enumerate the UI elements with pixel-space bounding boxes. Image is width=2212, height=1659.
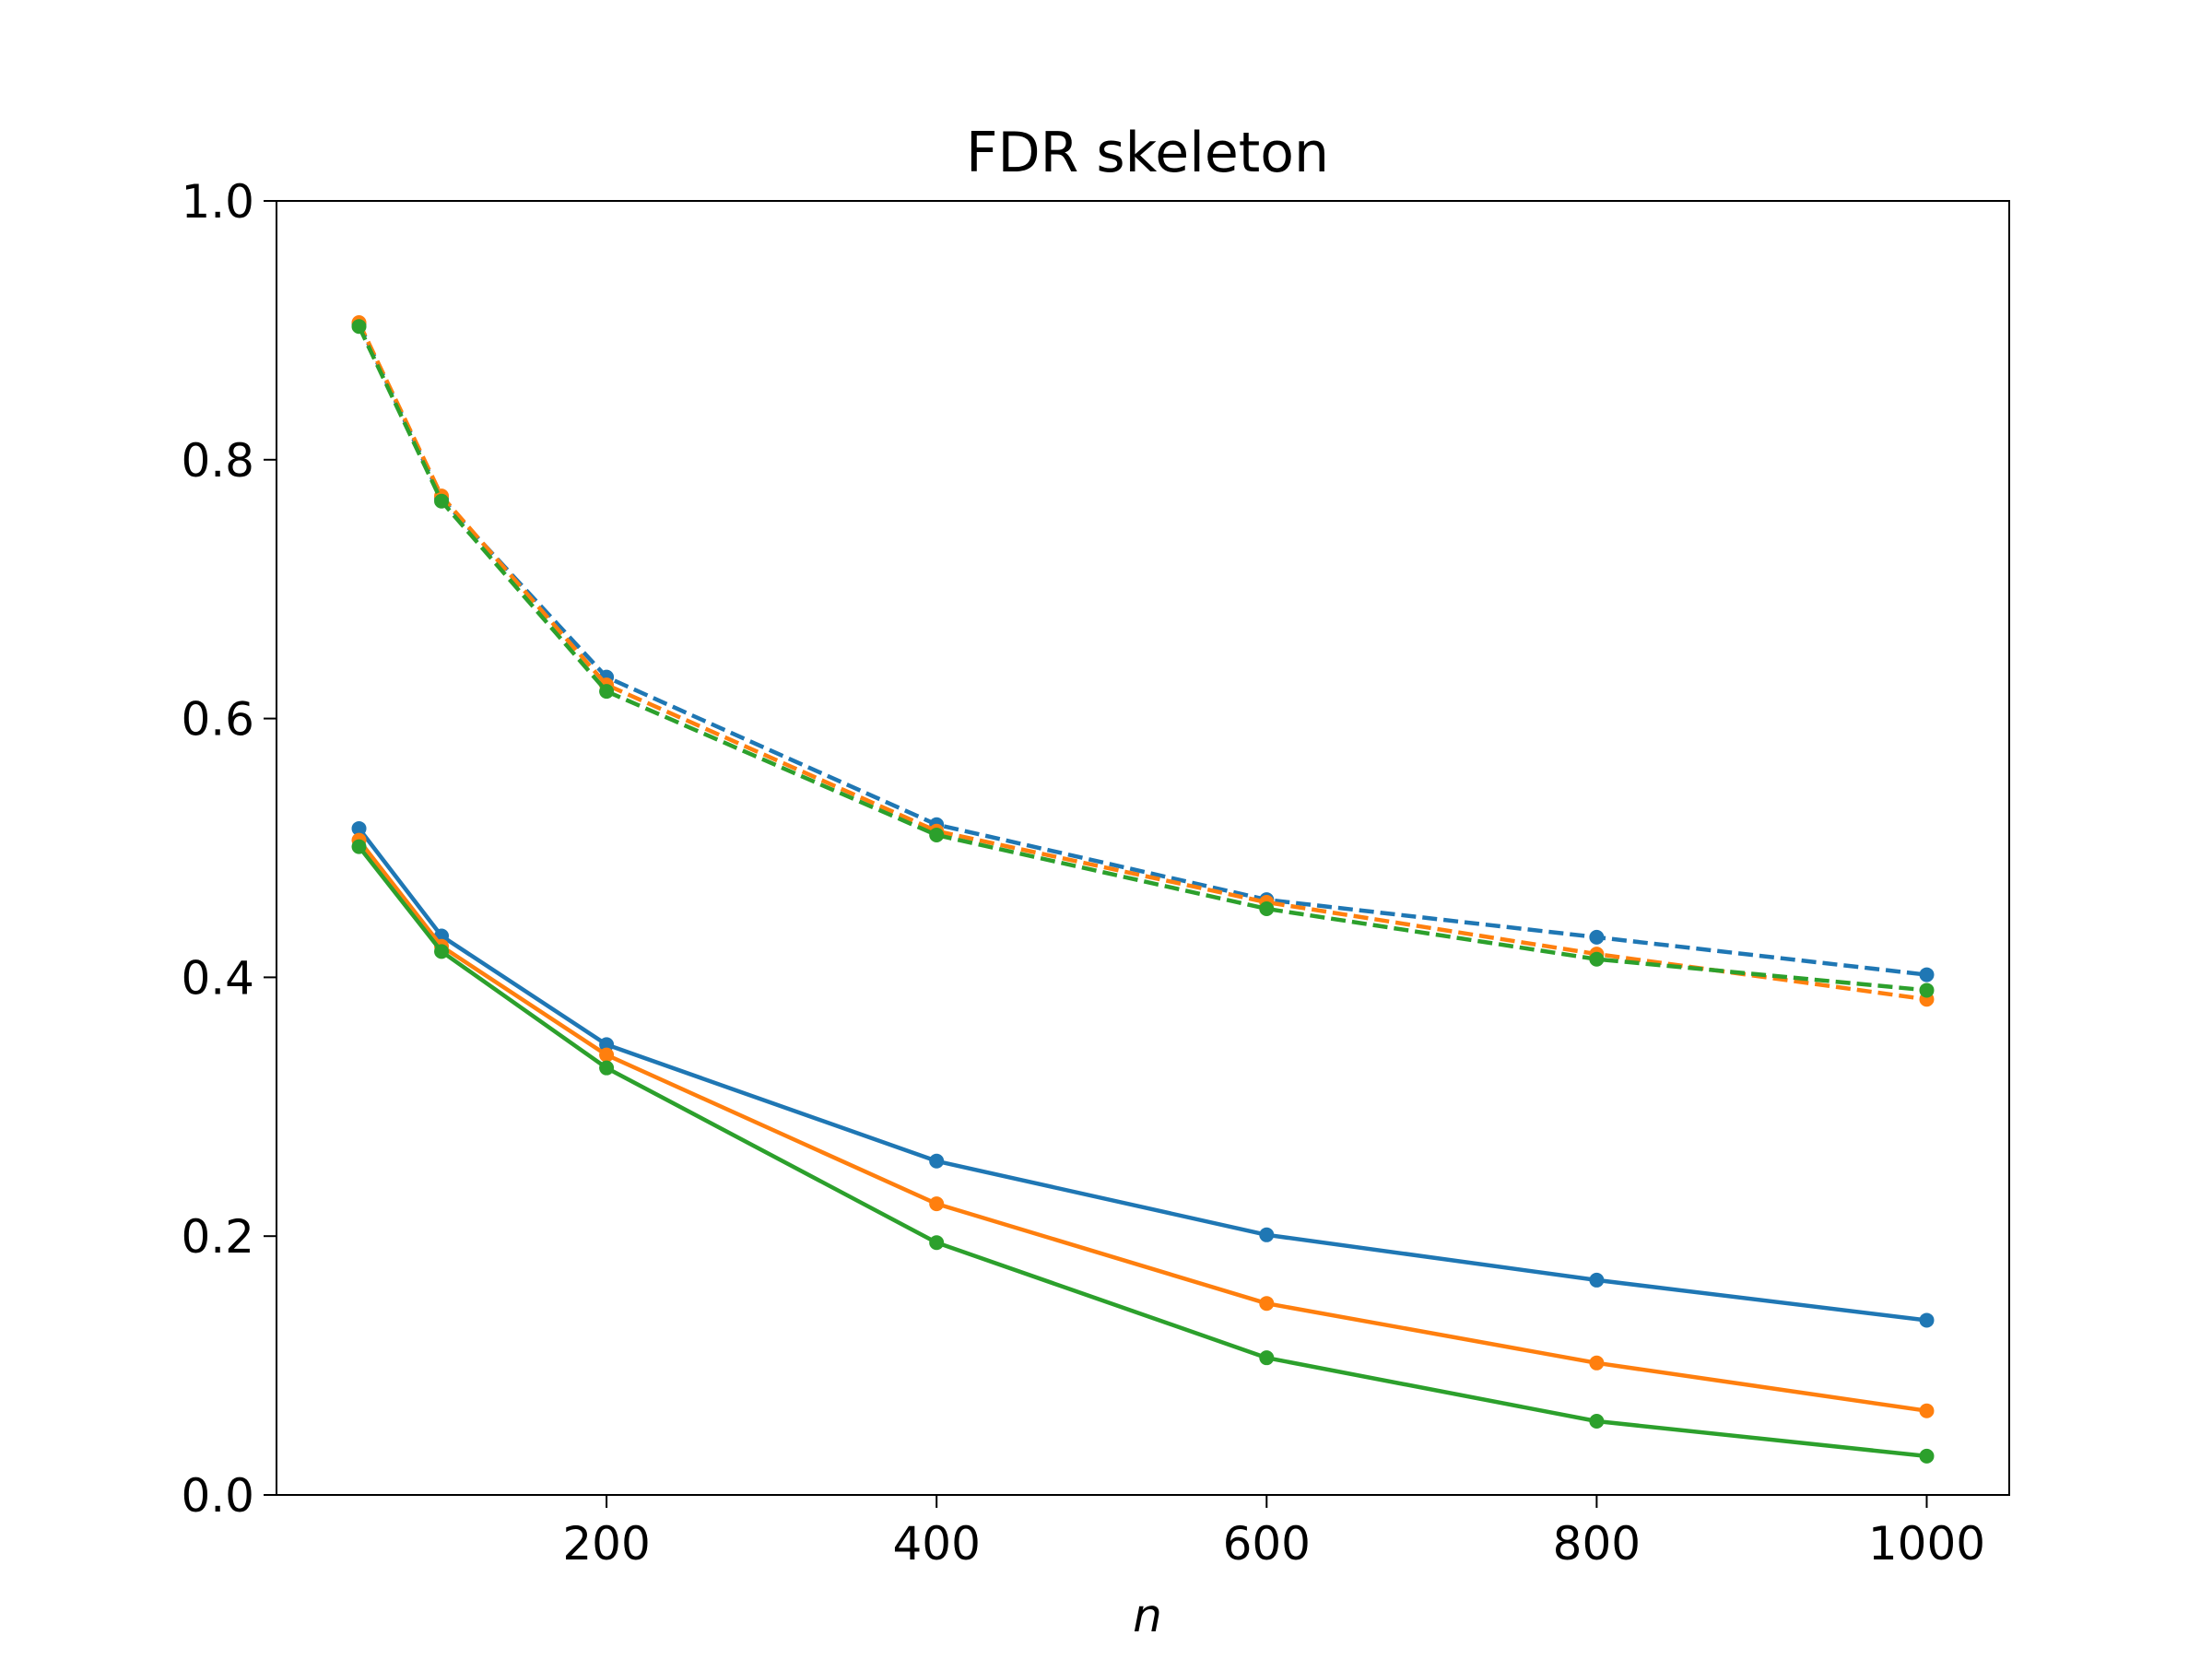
y-tick-label: 0.2 <box>181 1210 254 1264</box>
x-tick-label: 600 <box>1223 1517 1311 1571</box>
data-point <box>351 319 367 335</box>
data-point <box>1589 951 1605 967</box>
data-point <box>351 820 367 836</box>
data-point <box>1919 1312 1935 1328</box>
y-tick-label: 0.6 <box>181 693 254 747</box>
plot-frame <box>276 200 2010 1496</box>
data-point <box>1919 982 1935 998</box>
y-tick-label: 0.8 <box>181 434 254 488</box>
plot-lines <box>351 314 1935 1464</box>
data-point <box>1589 929 1605 945</box>
data-point <box>351 839 367 854</box>
y-tick-label: 1.0 <box>181 175 254 229</box>
y-tick-label: 0.0 <box>181 1469 254 1523</box>
series-3 <box>351 319 1935 998</box>
data-point <box>929 827 945 842</box>
data-point <box>929 1153 945 1169</box>
data-point <box>434 493 450 509</box>
data-point <box>1589 1272 1605 1288</box>
data-point <box>599 1047 615 1063</box>
x-tick-label: 1000 <box>1868 1517 1985 1571</box>
data-point <box>929 1196 945 1212</box>
data-point <box>1259 900 1275 916</box>
x-axis-ticks: 200 400 600 800 1000 <box>562 1495 1985 1571</box>
data-point <box>1919 1448 1935 1464</box>
x-tick-label: 200 <box>562 1517 650 1571</box>
data-point <box>1259 1227 1275 1242</box>
data-point <box>1919 1403 1935 1418</box>
data-point <box>599 1060 615 1076</box>
x-tick-label: 800 <box>1553 1517 1641 1571</box>
data-point <box>434 944 450 959</box>
data-point <box>1259 1296 1275 1312</box>
data-point <box>599 684 615 700</box>
data-point <box>1589 1413 1605 1429</box>
data-point <box>1259 1350 1275 1366</box>
y-axis-ticks: 0.0 0.2 0.4 0.6 0.8 1.0 <box>181 175 276 1523</box>
data-point <box>1919 967 1935 982</box>
y-tick-label: 0.4 <box>181 951 254 1005</box>
chart-title: FDR skeleton <box>966 121 1329 185</box>
data-point <box>1589 1355 1605 1371</box>
x-tick-label: 400 <box>892 1517 980 1571</box>
x-axis-label: n <box>1133 1589 1162 1642</box>
data-point <box>929 1235 945 1251</box>
data-point <box>599 1037 615 1053</box>
series-6 <box>351 839 1935 1464</box>
